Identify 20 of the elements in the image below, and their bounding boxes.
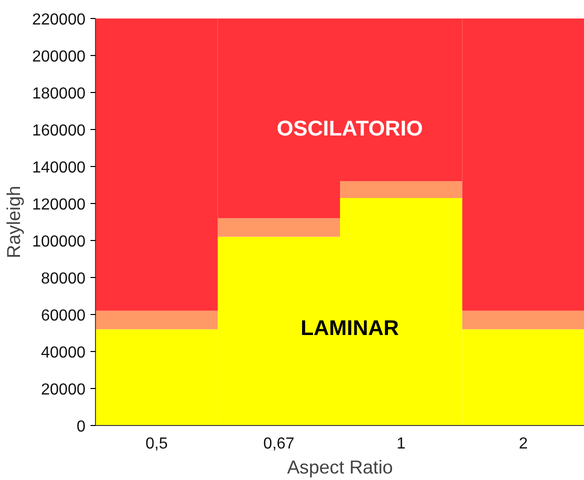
y-tick-label: 180000 — [32, 86, 86, 102]
y-tick-label: 140000 — [32, 160, 86, 176]
annotation: LAMINAR — [300, 316, 399, 340]
x-tick-label: 0,67 — [263, 436, 295, 452]
y-tick-label: 160000 — [32, 122, 86, 140]
x-axis-title: Aspect Ratio — [287, 456, 393, 478]
y-tick-label: 220000 — [32, 12, 86, 28]
x-tick-label: 1 — [396, 436, 406, 452]
y-tick-label: 20000 — [41, 382, 86, 398]
y-tick-label: 100000 — [32, 234, 86, 250]
y-tick-label: 0 — [76, 418, 86, 436]
annotation: OSCILATORIO — [276, 116, 423, 140]
y-tick-label: 120000 — [32, 196, 86, 214]
x-tick-label: 0,5 — [146, 436, 168, 452]
y-tick-label: 60000 — [41, 308, 86, 324]
x-tick-label: 2 — [518, 436, 528, 452]
y-tick-label: 80000 — [41, 270, 86, 288]
y-tick-label: 200000 — [32, 48, 86, 66]
y-axis-title: Rayleigh — [3, 186, 24, 258]
y-tick-label: 40000 — [41, 344, 86, 362]
